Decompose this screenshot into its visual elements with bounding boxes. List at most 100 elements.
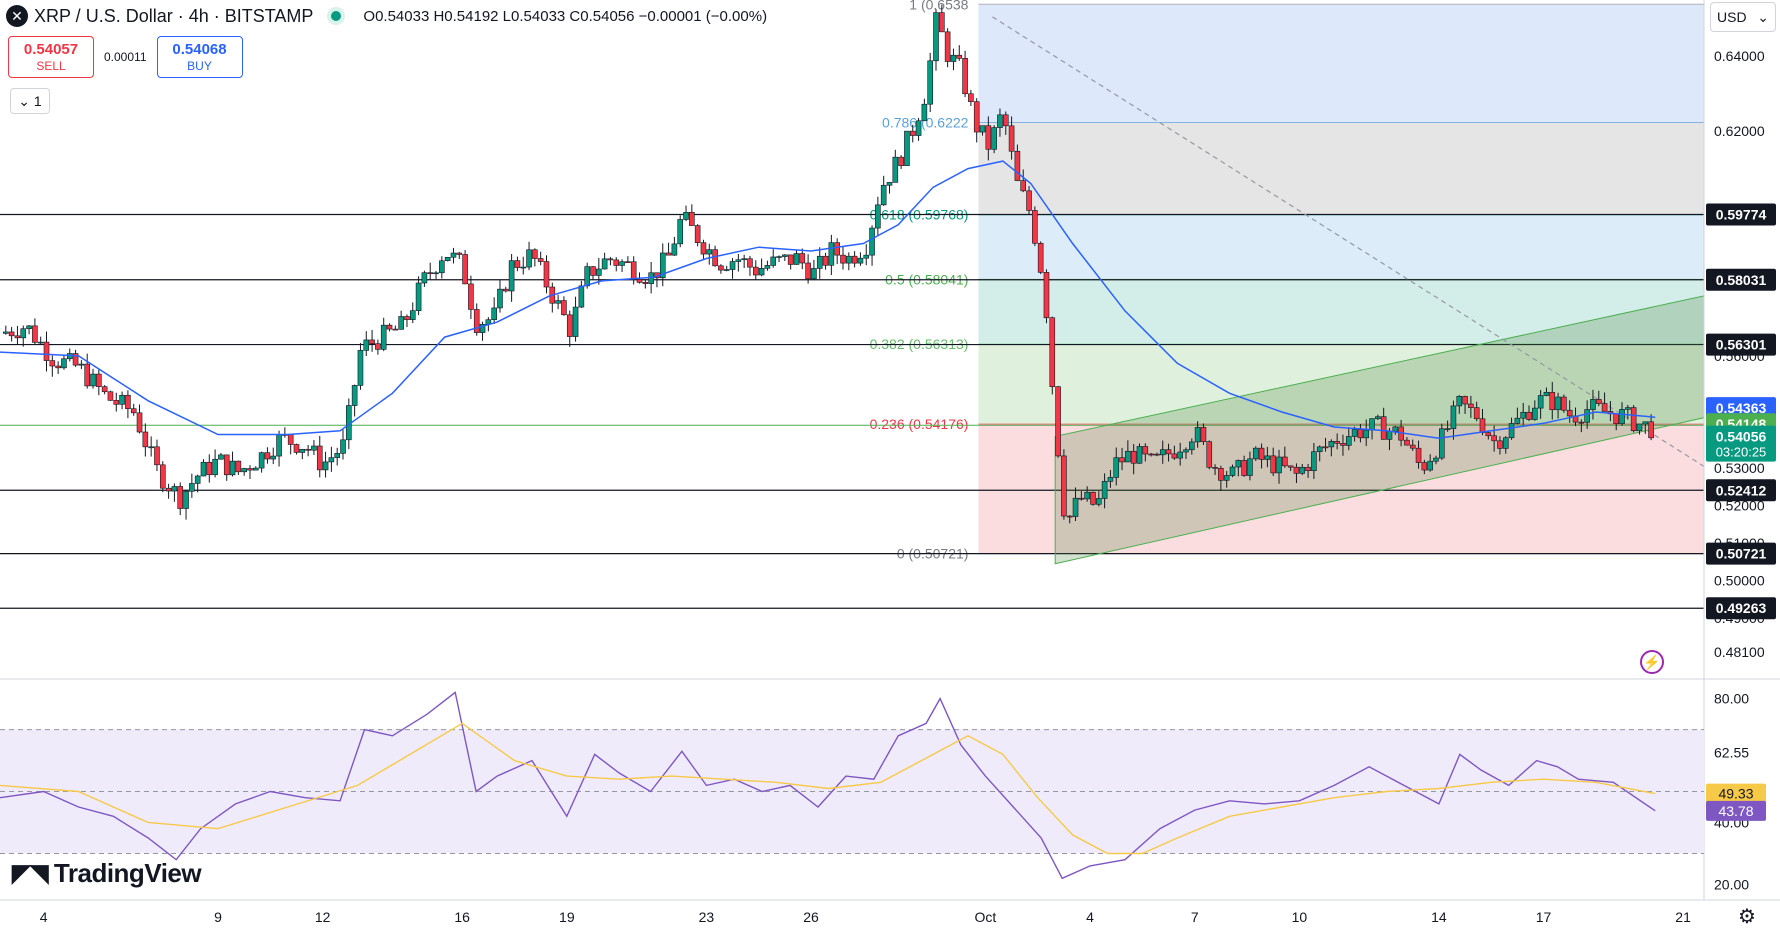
candle-body: [1345, 436, 1352, 446]
candle-body: [1497, 440, 1503, 449]
candle: [444, 256, 451, 262]
candle-body: [944, 31, 951, 62]
candle: [1008, 116, 1015, 160]
candle-body: [584, 266, 590, 287]
candle-body: [1619, 409, 1625, 425]
candle-body: [444, 256, 451, 262]
sell-price: 0.54057: [23, 41, 79, 58]
candle-body: [247, 468, 253, 471]
candle: [1532, 400, 1538, 421]
candle-body: [165, 487, 172, 492]
lightning-icon[interactable]: ⚡: [1640, 650, 1664, 674]
candle: [694, 224, 701, 247]
candle: [857, 252, 864, 266]
candle-body: [1276, 456, 1282, 474]
candle: [706, 243, 713, 265]
candle-body: [8, 331, 15, 337]
candle-body: [1212, 467, 1218, 469]
candle: [142, 423, 149, 457]
candle-body: [1148, 453, 1154, 456]
candle: [741, 254, 747, 269]
candle: [305, 445, 311, 457]
candle-body: [386, 324, 393, 330]
candle-body: [758, 268, 765, 276]
time-tick-label: 9: [214, 909, 222, 925]
candle-body: [1613, 413, 1620, 425]
time-tick-label: 4: [40, 909, 48, 925]
candle-body: [61, 358, 67, 369]
candle-body: [84, 363, 91, 387]
candle-body: [921, 103, 928, 122]
sell-button[interactable]: 0.54057 SELL: [8, 36, 94, 78]
rsi-tick-label: 62.55: [1714, 745, 1749, 761]
candle: [101, 385, 108, 395]
candle-body: [1072, 497, 1079, 517]
candle: [136, 404, 143, 434]
candle-body: [706, 249, 713, 255]
candle: [1601, 392, 1608, 412]
candle-body: [253, 467, 259, 471]
symbol-title[interactable]: XRP / U.S. Dollar · 4h · BITSTAMP: [34, 5, 314, 26]
candle: [799, 248, 806, 270]
candle: [1305, 463, 1311, 478]
candle: [1072, 487, 1079, 522]
candle: [869, 225, 875, 266]
countdown-label: 03:20:25: [1716, 445, 1767, 460]
candle: [561, 296, 567, 316]
candle: [177, 482, 184, 516]
candle-body: [351, 385, 358, 406]
candle-body: [194, 475, 201, 484]
candle-body: [700, 242, 707, 255]
candle-body: [270, 455, 277, 460]
buy-button[interactable]: 0.54068 BUY: [156, 36, 243, 78]
candle-body: [1386, 430, 1393, 440]
candle-body: [1427, 460, 1433, 471]
rsi-value-tag: [1706, 800, 1766, 821]
candle: [43, 331, 50, 372]
price-tag-label: 0.54363: [1716, 400, 1767, 416]
candle: [1043, 269, 1050, 324]
candle: [427, 262, 434, 281]
candle-body: [1043, 272, 1050, 319]
candle: [1316, 445, 1323, 462]
candle: [1206, 440, 1213, 470]
currency-select[interactable]: USD ⌄: [1710, 2, 1776, 32]
candle-body: [1578, 421, 1585, 424]
candle-body: [1119, 457, 1125, 463]
candle-body: [1107, 477, 1114, 482]
candle-body: [1404, 439, 1410, 446]
candle: [241, 467, 247, 476]
candle-body: [119, 394, 125, 405]
time-tick-label: Oct: [975, 909, 997, 925]
candle-body: [1078, 497, 1085, 500]
candle: [78, 360, 85, 370]
candle-body: [154, 446, 160, 466]
candle-body: [561, 300, 567, 316]
candle: [270, 447, 277, 465]
candle-body: [1229, 466, 1236, 476]
collapse-indicators-button[interactable]: ⌄ 1: [10, 88, 50, 114]
candle: [1223, 470, 1230, 488]
candle-body: [223, 454, 230, 476]
tradingview-mark-icon: ◤◥: [12, 860, 48, 887]
price-tick-label: 0.50000: [1714, 573, 1765, 589]
fib-label-1: 1 (0.6538: [909, 0, 968, 12]
candle: [49, 355, 56, 377]
candle-body: [1287, 465, 1294, 468]
candle: [363, 331, 370, 357]
candle: [840, 246, 846, 270]
candle: [380, 317, 387, 352]
candle: [787, 254, 794, 270]
candle-body: [96, 373, 102, 387]
candle-body: [421, 272, 428, 284]
price-tick-label: 0.52000: [1714, 498, 1765, 514]
candle: [822, 252, 829, 270]
moving-average-line: [0, 160, 1656, 440]
candle-body: [357, 350, 364, 386]
candle: [1247, 451, 1253, 481]
candle-body: [723, 269, 730, 271]
gear-icon[interactable]: ⚙: [1738, 906, 1756, 928]
candle: [1590, 389, 1596, 420]
candle-body: [578, 285, 585, 308]
